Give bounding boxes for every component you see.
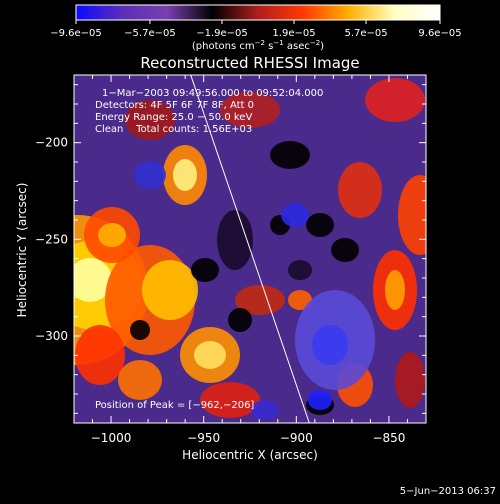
colorbar-tick-label: 1.9e−05: [272, 28, 315, 39]
heatmap-blob: [134, 161, 166, 189]
heatmap-blob: [398, 175, 426, 255]
colorbar-unit-label: (photons cm−2 s−1 asec−2): [192, 39, 324, 52]
y-tick-label: −250: [35, 232, 68, 246]
heatmap-blob: [74, 258, 112, 302]
annotation-peak-position: Position of Peak = [−962,−206]: [95, 400, 254, 411]
heatmap-blob: [331, 238, 359, 262]
heatmap-blob: [200, 382, 260, 418]
heatmap-blob: [194, 341, 226, 369]
plot-frame: [73, 74, 427, 424]
heatmap-blob: [338, 162, 382, 218]
heatmap-blob: [98, 223, 126, 247]
chart-title: Reconstructed RHESSI Image: [140, 54, 359, 72]
colorbar-tick-label: 9.6e−05: [418, 28, 461, 39]
heatmap-blob: [191, 258, 219, 282]
annotation-time-range: 1−Mar−2003 09:49:56.000 to 09:52:04.000: [102, 88, 323, 99]
heatmap-blob: [173, 159, 197, 191]
x-tick-label: −850: [372, 431, 405, 445]
heatmap-image: [74, 75, 426, 423]
heatmap-blob: [251, 400, 279, 420]
annotation-detectors: Detectors: 4F 5F 6F 7F 8F, Att 0: [95, 100, 254, 111]
solar-limb-line: [190, 75, 310, 423]
heatmap-blob: [312, 325, 348, 365]
heatmap-blob: [308, 390, 332, 410]
colorbar-tick-label: 5.7e−05: [344, 28, 387, 39]
heatmap-blob: [281, 203, 309, 227]
y-tick-label: −200: [35, 136, 68, 150]
annotation-energy-range: Energy Range: 25.0 − 50.0 keV: [95, 112, 252, 123]
x-tick-label: −900: [280, 431, 313, 445]
heatmap-blob: [142, 260, 198, 320]
x-axis-ticks: −1000 −950 −900 −850: [91, 75, 427, 445]
footer-date: 5−Jun−2013 06:37: [400, 486, 496, 497]
heatmap-blob: [288, 260, 312, 280]
heatmap-blob: [118, 360, 162, 400]
heatmap-blob: [130, 320, 150, 340]
heatmap-blob: [220, 92, 280, 128]
heatmap-blob: [228, 308, 252, 332]
heatmap-blob: [365, 78, 425, 122]
colorbar-ticks: −9.6e−05 −5.7e−05 −1.9e−05 1.9e−05 5.7e−05 9.…: [50, 20, 462, 39]
heatmap-blob: [125, 100, 175, 140]
colorbar-tick-label: −9.6e−05: [50, 28, 102, 39]
colorbar-tick-label: −5.7e−05: [124, 28, 176, 39]
heatmap-blob: [235, 285, 285, 315]
x-tick-label: −950: [187, 431, 220, 445]
heatmap-blob: [306, 213, 334, 237]
heatmap-blob: [385, 270, 405, 310]
y-tick-label: −300: [35, 329, 68, 343]
heatmap-blobs: [74, 78, 426, 420]
colorbar-tick-label: −1.9e−05: [196, 28, 248, 39]
annotation-clean-counts: Clean Total counts: 1.56E+03: [95, 124, 252, 135]
colorbar: [75, 4, 441, 21]
y-axis-ticks: −200 −250 −300: [35, 84, 426, 414]
heatmap-blob: [75, 325, 125, 385]
x-axis-label: Heliocentric X (arcsec): [182, 448, 318, 462]
heatmap-blob: [217, 210, 253, 270]
heatmap-blob: [288, 290, 312, 310]
y-axis-label: Heliocentric Y (arcsec): [15, 183, 29, 318]
heatmap-blob: [395, 352, 425, 408]
x-tick-label: −1000: [91, 431, 132, 445]
heatmap-blob: [270, 141, 310, 169]
